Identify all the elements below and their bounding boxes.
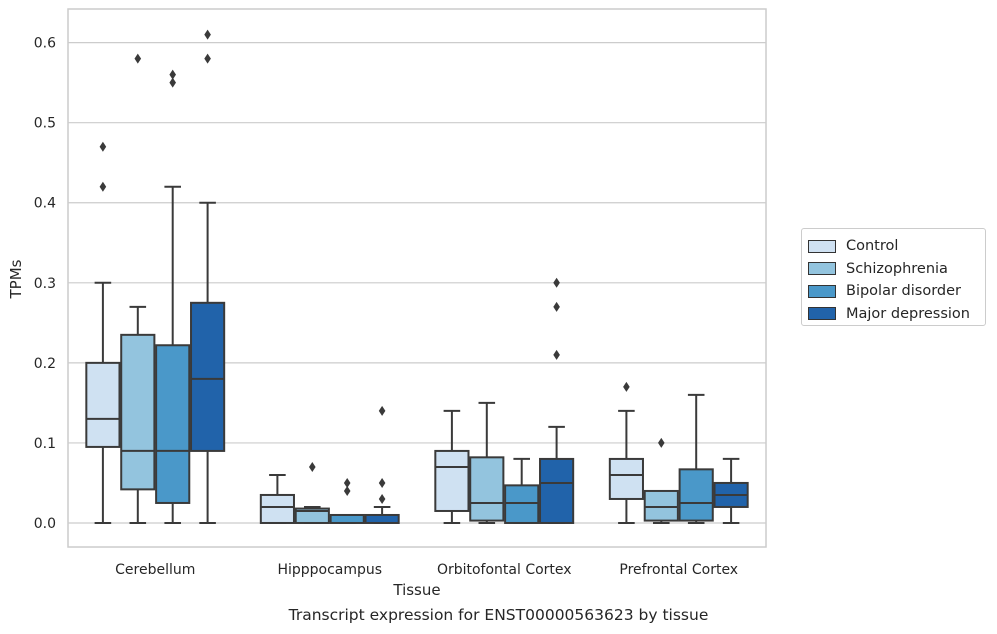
legend-swatch bbox=[808, 307, 836, 321]
box-1-2 bbox=[469, 401, 505, 524]
outlier-point bbox=[378, 477, 386, 488]
legend-item: Control bbox=[808, 235, 985, 258]
box-3-3 bbox=[713, 457, 749, 524]
box-0-0 bbox=[85, 141, 121, 524]
legend-label: Schizophrenia bbox=[846, 260, 948, 277]
outlier-point bbox=[169, 77, 176, 88]
box-iqr bbox=[259, 493, 295, 524]
legend-label: Control bbox=[846, 238, 899, 255]
x-axis-label: Tissue bbox=[392, 581, 440, 599]
y-tick-labels: 0.0 0.1 0.2 0.3 0.4 0.5 0.6 bbox=[34, 36, 56, 532]
box-iqr bbox=[329, 513, 365, 524]
y-tick-label: 0.4 bbox=[34, 196, 56, 212]
box-iqr bbox=[539, 457, 575, 524]
chart-caption: Transcript expression for ENST0000056362… bbox=[288, 606, 709, 624]
box-3-0 bbox=[190, 29, 226, 524]
y-tick-label: 0.2 bbox=[34, 356, 56, 372]
box-iqr bbox=[120, 333, 156, 491]
legend-swatch bbox=[808, 262, 836, 276]
box-groups bbox=[85, 29, 749, 524]
legend-swatch bbox=[808, 284, 836, 298]
outlier-point bbox=[378, 405, 386, 416]
plot-frame bbox=[67, 8, 767, 548]
legend: Control Schizophrenia Bipolar disorder Majo… bbox=[801, 228, 986, 326]
outlier-point bbox=[553, 301, 560, 312]
box-3-2 bbox=[539, 277, 575, 524]
outlier-point bbox=[553, 349, 560, 360]
legend-item: Schizophrenia bbox=[808, 258, 985, 281]
box-iqr bbox=[643, 489, 679, 522]
box-iqr bbox=[85, 361, 121, 448]
legend-swatch bbox=[808, 239, 836, 253]
box-iqr bbox=[469, 456, 505, 522]
outlier-point bbox=[204, 29, 211, 40]
box-iqr bbox=[155, 344, 191, 504]
y-tick-label: 0.0 bbox=[34, 516, 56, 532]
legend-label: Bipolar disorder bbox=[846, 283, 961, 300]
box-iqr bbox=[364, 513, 400, 524]
box-0-2 bbox=[434, 409, 470, 524]
y-tick-label: 0.5 bbox=[34, 116, 56, 132]
box-iqr bbox=[678, 468, 714, 522]
outlier-point bbox=[309, 461, 316, 472]
box-iqr bbox=[504, 484, 540, 524]
box-iqr bbox=[434, 449, 470, 512]
box-0-1 bbox=[259, 473, 295, 524]
x-tick-labels: Cerebellum Hipppocampus Orbitofontal Corte… bbox=[115, 562, 738, 578]
box-iqr bbox=[294, 507, 330, 524]
box-2-0 bbox=[155, 69, 191, 524]
outlier-point bbox=[623, 381, 630, 392]
outlier-point bbox=[343, 485, 351, 496]
outlier-point bbox=[169, 69, 176, 80]
outlier-point bbox=[99, 181, 107, 192]
x-tick-label: Prefrontal Cortex bbox=[619, 562, 738, 578]
outlier-point bbox=[553, 277, 560, 288]
box-1-0 bbox=[120, 53, 156, 524]
box-2-3 bbox=[678, 393, 714, 524]
outlier-point bbox=[343, 477, 351, 488]
box-0-3 bbox=[608, 381, 644, 524]
y-tick-label: 0.3 bbox=[34, 276, 56, 292]
outlier-point bbox=[204, 53, 211, 64]
x-tick-label: Cerebellum bbox=[115, 562, 195, 578]
box-2-1 bbox=[329, 477, 365, 524]
y-axis-label: TPMs bbox=[7, 259, 25, 299]
box-iqr bbox=[190, 301, 226, 452]
outlier-point bbox=[134, 53, 142, 64]
box-2-2 bbox=[504, 457, 540, 524]
legend-label: Major depression bbox=[846, 305, 970, 322]
x-tick-label: Orbitofontal Cortex bbox=[437, 562, 572, 578]
legend-item: Bipolar disorder bbox=[808, 280, 985, 303]
y-tick-label: 0.1 bbox=[34, 436, 56, 452]
outlier-point bbox=[99, 141, 107, 152]
legend-item: Major depression bbox=[808, 303, 985, 326]
outlier-point bbox=[658, 437, 665, 448]
box-3-1 bbox=[364, 405, 400, 524]
box-1-3 bbox=[643, 437, 679, 524]
x-tick-label: Hipppocampus bbox=[277, 562, 382, 578]
box-iqr bbox=[608, 457, 644, 500]
outlier-point bbox=[378, 493, 386, 504]
box-1-1 bbox=[294, 461, 330, 524]
y-tick-label: 0.6 bbox=[34, 36, 56, 52]
